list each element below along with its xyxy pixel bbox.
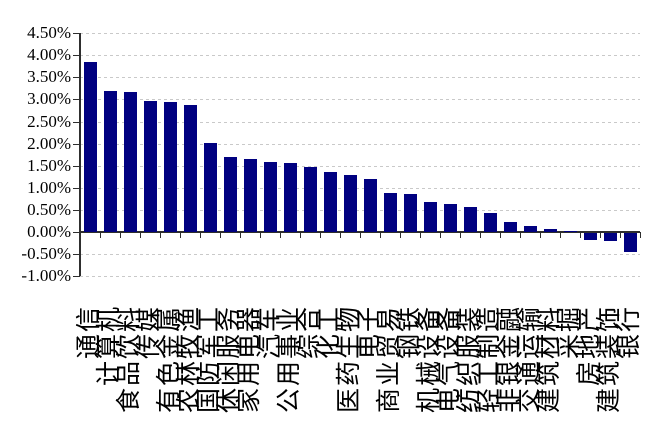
- y-tick: [73, 33, 80, 34]
- y-axis-tick-label: 3.00%: [27, 89, 71, 108]
- gridline: [80, 188, 640, 189]
- x-tick: [180, 232, 181, 238]
- x-tick: [240, 232, 241, 238]
- x-tick: [420, 232, 421, 238]
- x-tick: [140, 232, 141, 238]
- x-tick: [440, 232, 441, 238]
- y-tick: [73, 232, 80, 233]
- bar: [584, 233, 597, 240]
- gridline: [80, 33, 640, 34]
- x-tick: [360, 232, 361, 238]
- bar: [504, 222, 517, 232]
- y-tick: [73, 144, 80, 145]
- bar: [244, 159, 257, 232]
- bar: [404, 194, 417, 232]
- y-axis-tick-label: 1.50%: [27, 156, 71, 175]
- bar: [84, 62, 97, 232]
- y-tick: [73, 55, 80, 56]
- bar: [124, 92, 137, 232]
- bar: [144, 101, 157, 232]
- x-tick: [620, 232, 621, 238]
- gridline: [80, 77, 640, 78]
- x-axis-line: [79, 231, 640, 233]
- y-tick: [73, 166, 80, 167]
- y-axis-tick-label: 2.50%: [27, 112, 71, 131]
- x-tick: [540, 232, 541, 238]
- bar: [224, 157, 237, 232]
- x-tick: [580, 232, 581, 238]
- bar: [284, 163, 297, 232]
- x-tick: [120, 232, 121, 238]
- x-tick: [80, 232, 81, 238]
- y-axis-tick-label: 2.00%: [27, 134, 71, 153]
- gridline: [80, 122, 640, 123]
- bar: [424, 202, 437, 232]
- y-tick: [73, 276, 80, 277]
- bar: [444, 204, 457, 232]
- y-axis-tick-label: 4.00%: [27, 45, 71, 64]
- bar: [624, 233, 637, 252]
- y-axis-line: [79, 33, 81, 276]
- bar: [264, 162, 277, 232]
- bar: [204, 143, 217, 232]
- y-tick: [73, 77, 80, 78]
- y-axis-tick-label: 4.50%: [27, 23, 71, 42]
- x-tick: [480, 232, 481, 238]
- gridline: [80, 210, 640, 211]
- y-tick: [73, 254, 80, 255]
- x-tick: [300, 232, 301, 238]
- y-tick: [73, 122, 80, 123]
- x-tick: [340, 232, 341, 238]
- y-axis-tick-label: -0.50%: [21, 244, 71, 263]
- bar: [564, 231, 577, 232]
- bar: [604, 233, 617, 241]
- gridline: [80, 55, 640, 56]
- x-tick: [200, 232, 201, 238]
- bar: [544, 229, 557, 232]
- x-tick: [460, 232, 461, 238]
- gridline: [80, 166, 640, 167]
- x-tick: [320, 232, 321, 238]
- x-tick: [220, 232, 221, 238]
- x-tick: [400, 232, 401, 238]
- x-tick: [280, 232, 281, 238]
- gridline: [80, 99, 640, 100]
- bar: [524, 226, 537, 232]
- gridline: [80, 276, 640, 277]
- y-axis-tick-label: 3.50%: [27, 67, 71, 86]
- y-axis-tick-label: 1.00%: [27, 178, 71, 197]
- bar: [184, 105, 197, 232]
- y-tick: [73, 99, 80, 100]
- y-axis-tick-label: 0.00%: [27, 222, 71, 241]
- y-tick: [73, 210, 80, 211]
- bar: [344, 175, 357, 232]
- x-tick: [600, 232, 601, 238]
- gridline: [80, 254, 640, 255]
- y-axis-tick-label: 0.50%: [27, 200, 71, 219]
- bar: [384, 193, 397, 232]
- y-axis-tick-label: -1.00%: [21, 266, 71, 285]
- x-tick: [380, 232, 381, 238]
- x-tick: [560, 232, 561, 238]
- bar: [464, 207, 477, 232]
- x-tick: [500, 232, 501, 238]
- x-tick: [640, 232, 641, 238]
- x-category-label: 银行: [616, 305, 643, 360]
- bar: [484, 213, 497, 232]
- y-tick: [73, 188, 80, 189]
- bar: [104, 91, 117, 232]
- x-tick: [160, 232, 161, 238]
- bar: [304, 167, 317, 232]
- x-tick: [100, 232, 101, 238]
- bar: [364, 179, 377, 232]
- x-tick: [520, 232, 521, 238]
- gridline: [80, 144, 640, 145]
- bar: [324, 172, 337, 232]
- x-tick: [260, 232, 261, 238]
- bar: [164, 102, 177, 232]
